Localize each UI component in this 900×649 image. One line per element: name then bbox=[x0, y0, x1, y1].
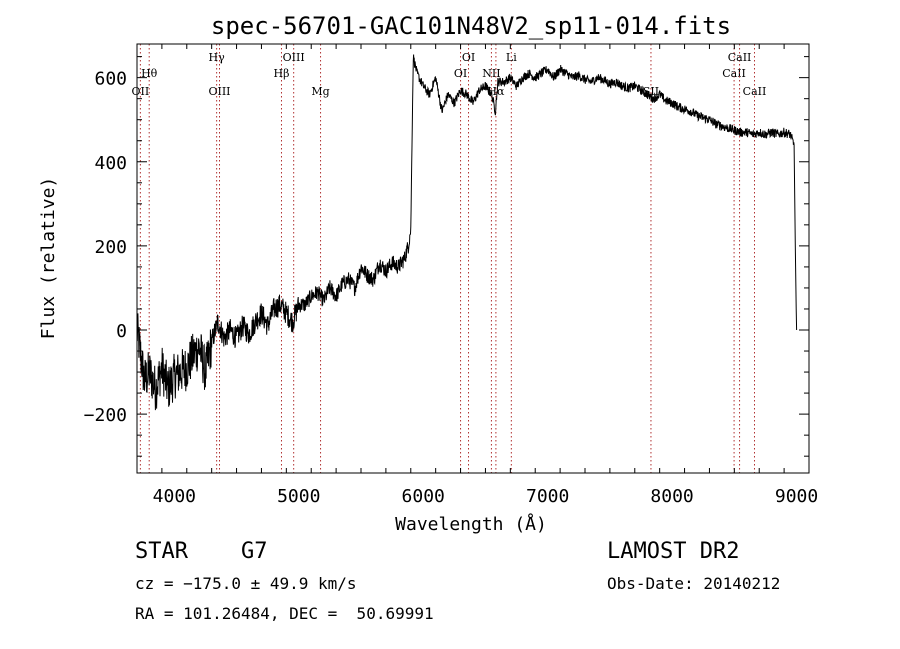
axes: 4000 5000 6000 7000 8000 9000 −200 0 200 400 600 bbox=[84, 43, 818, 507]
spectrum-line bbox=[136, 54, 798, 411]
line-marker-label: Mg bbox=[311, 85, 329, 98]
line-marker-label: OIII bbox=[283, 51, 305, 64]
line-marker-label: OI bbox=[462, 51, 475, 64]
line-marker-label: CaII bbox=[722, 67, 746, 80]
y-tick-label: 200 bbox=[94, 237, 127, 258]
x-tick-label: 8000 bbox=[650, 486, 693, 507]
redshift-velocity: cz = −175.0 ± 49.9 km/s bbox=[135, 574, 357, 593]
object-class: STAR G7 bbox=[135, 539, 268, 564]
x-tick-label: 5000 bbox=[277, 486, 320, 507]
y-tick-label: 600 bbox=[94, 69, 127, 90]
x-tick-label: 7000 bbox=[526, 486, 569, 507]
plot-frame bbox=[136, 43, 810, 474]
x-axis-label: Wavelength (Å) bbox=[395, 513, 547, 535]
line-marker-label: Hβ bbox=[274, 67, 290, 80]
observation-date: Obs-Date: 20140212 bbox=[607, 574, 781, 593]
y-axis-label: Flux (relative) bbox=[38, 177, 59, 340]
line-marker-label: CaII bbox=[728, 51, 752, 64]
x-tick-label: 4000 bbox=[153, 486, 196, 507]
line-marker-label: OIII bbox=[208, 85, 230, 98]
line-marker-label: Hγ bbox=[209, 51, 226, 64]
line-marker-label: OI bbox=[454, 67, 467, 80]
line-marker-label: OII bbox=[132, 85, 150, 98]
emission-line-markers: OIIHθHγOIIIHβOIIIMgOIOINIIHαLiSIICaIICaI… bbox=[132, 44, 767, 473]
y-tick-label: −200 bbox=[84, 405, 127, 426]
spectrum-series bbox=[136, 54, 798, 411]
line-marker-label: Li bbox=[506, 51, 517, 64]
line-marker-label: Hθ bbox=[141, 67, 158, 80]
chart-title: spec-56701-GAC101N48V2_sp11-014.fits bbox=[211, 12, 731, 40]
coordinates: RA = 101.26484, DEC = 50.69991 bbox=[135, 604, 434, 623]
x-tick-label: 6000 bbox=[402, 486, 445, 507]
y-tick-label: 400 bbox=[94, 153, 127, 174]
line-marker-label: CaII bbox=[743, 85, 767, 98]
x-tick-label: 9000 bbox=[775, 486, 818, 507]
y-tick-label: 0 bbox=[116, 321, 127, 342]
survey-name: LAMOST DR2 bbox=[607, 539, 740, 564]
